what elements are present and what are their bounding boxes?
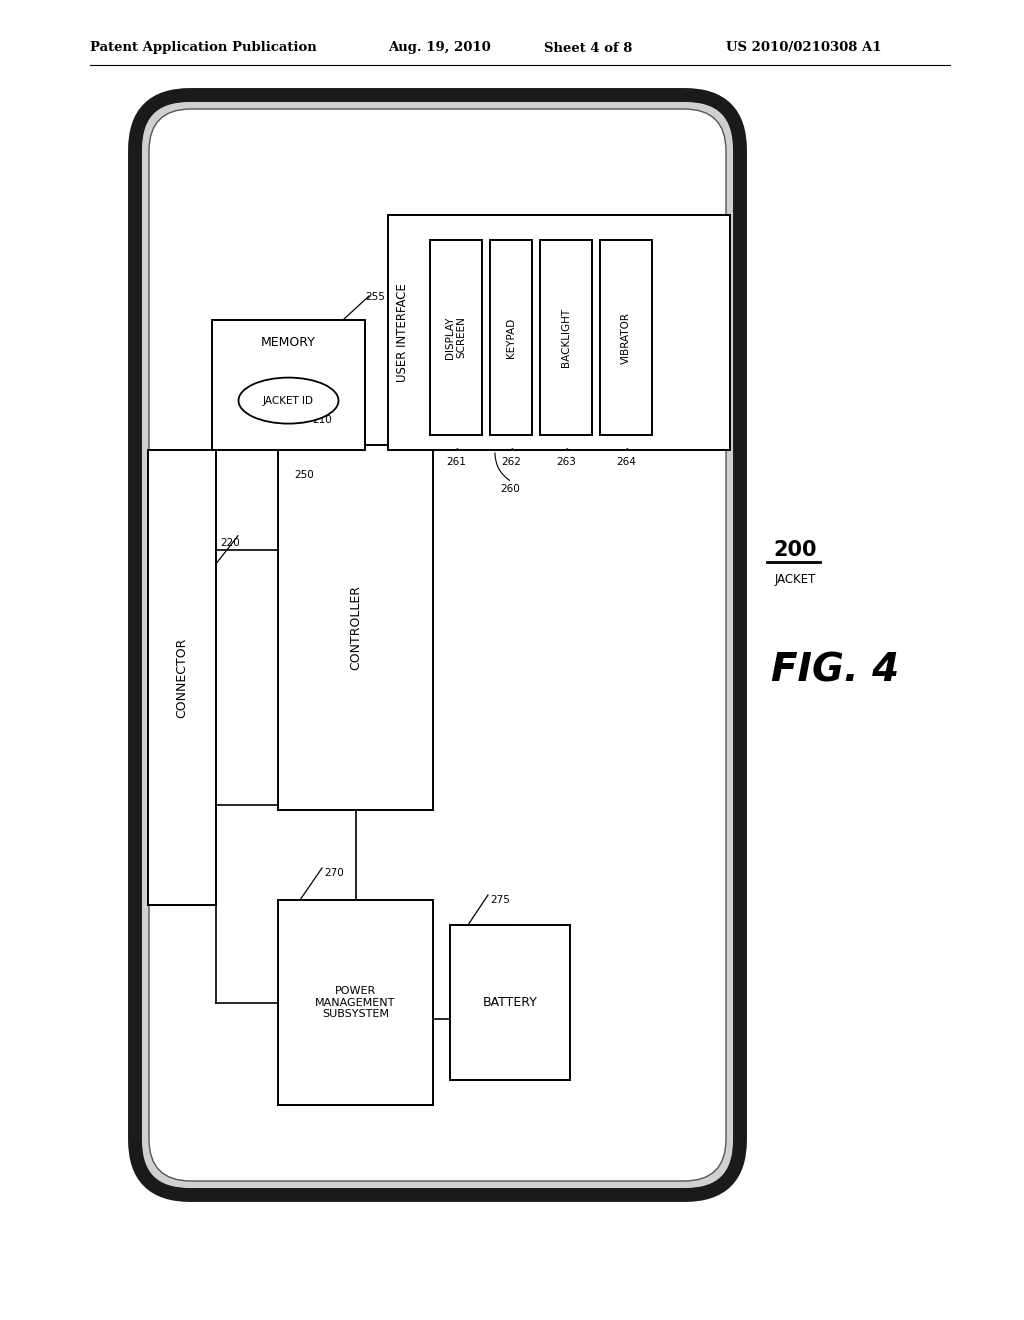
Text: Patent Application Publication: Patent Application Publication [90,41,316,54]
Text: BATTERY: BATTERY [482,997,538,1008]
Text: DISPLAY
SCREEN: DISPLAY SCREEN [445,317,467,359]
Bar [600,240,652,436]
Bar [540,240,592,436]
Text: CONNECTOR: CONNECTOR [175,638,188,718]
Bar [278,900,433,1105]
Bar [278,445,433,810]
Bar [148,450,216,906]
Text: 264: 264 [616,457,636,467]
Text: CONTROLLER: CONTROLLER [349,585,362,671]
Bar [430,240,482,436]
Text: USER INTERFACE: USER INTERFACE [395,282,409,381]
Bar [388,215,730,450]
Text: 250: 250 [295,470,314,480]
Text: KEYPAD: KEYPAD [506,317,516,358]
Text: 210: 210 [312,414,332,425]
FancyBboxPatch shape [135,95,740,1195]
Text: US 2010/0210308 A1: US 2010/0210308 A1 [726,41,882,54]
Text: Aug. 19, 2010: Aug. 19, 2010 [388,41,490,54]
FancyBboxPatch shape [150,110,726,1181]
Ellipse shape [239,378,339,424]
Text: JACKET: JACKET [774,573,816,586]
Text: 270: 270 [324,869,344,878]
Text: 262: 262 [501,457,521,467]
Text: 275: 275 [490,895,510,906]
Bar [450,925,570,1080]
Text: POWER
MANAGEMENT
SUBSYSTEM: POWER MANAGEMENT SUBSYSTEM [315,986,395,1019]
Text: 263: 263 [556,457,575,467]
Bar [212,319,365,450]
Text: BACKLIGHT: BACKLIGHT [561,308,571,367]
Bar [490,240,532,436]
Text: 200: 200 [773,540,817,560]
Text: MEMORY: MEMORY [261,335,316,348]
Text: VIBRATOR: VIBRATOR [621,312,631,363]
Text: 260: 260 [500,484,520,494]
Text: JACKET ID: JACKET ID [263,396,314,405]
Text: Sheet 4 of 8: Sheet 4 of 8 [544,41,633,54]
Text: 220: 220 [220,537,240,548]
Text: 255: 255 [365,292,385,302]
Text: 261: 261 [446,457,466,467]
Text: FIG. 4: FIG. 4 [771,651,899,689]
